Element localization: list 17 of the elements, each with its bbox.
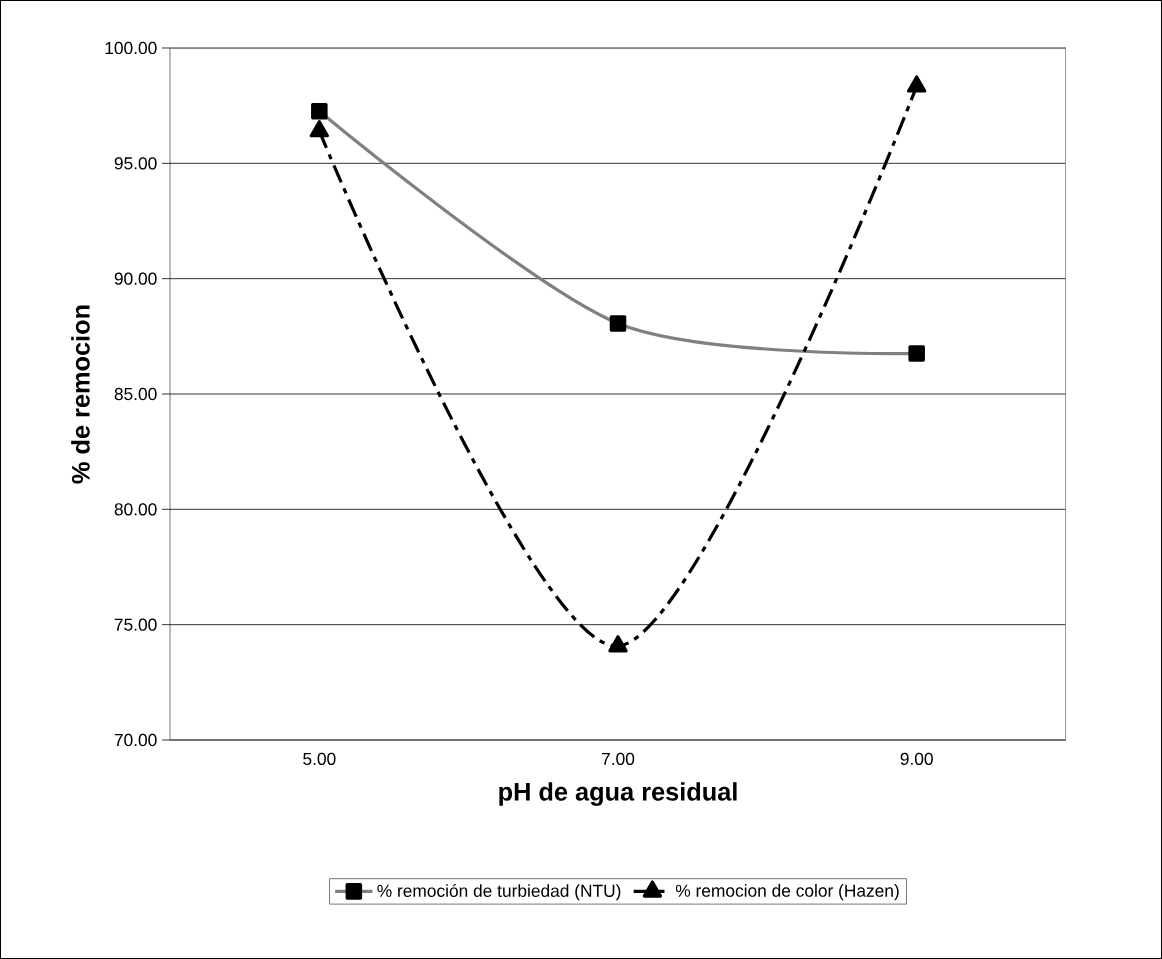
y-axis-title: % de remocion [71,305,90,484]
y-tick-label: 90.00 [114,272,157,285]
y-tick-label: 95.00 [114,157,157,170]
y-tick-label: 80.00 [114,503,157,516]
point [907,75,927,93]
point [309,120,330,138]
x-tick-label: 9.00 [900,752,933,765]
y-tick-label: 75.00 [114,618,157,631]
x-axis-title: pH de agua residual [499,782,737,806]
y-tick-label: 85.00 [114,387,157,401]
point [608,635,628,653]
x-tick-label: 5.00 [303,752,336,765]
x-tick-label: 7.00 [602,752,635,765]
y-tick-label: 70.00 [114,733,157,747]
legend-label: % remocion de color (Hazen) [675,884,899,901]
y-tick-label: 100.00 [105,41,157,55]
legend-label: % remoción de turbiedad (NTU) [377,884,621,901]
